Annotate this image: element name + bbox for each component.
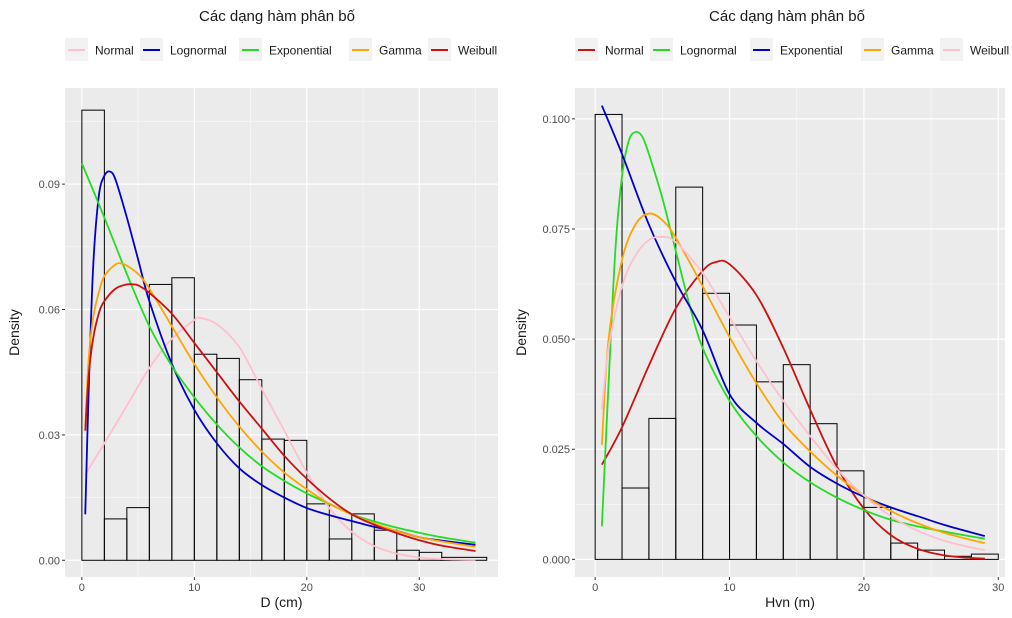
legend-item-normal: Normal (575, 38, 644, 61)
y-tick-label: 0.09 (39, 179, 60, 191)
panel-2: Các dạng hàm phân bố Normal Lognormal Expon… (513, 8, 1009, 610)
legend: Normal Lognormal Exponential Gamma Weibull (575, 38, 1009, 61)
plot-panel (65, 88, 498, 577)
density-curve-normal (84, 316, 476, 561)
legend-item-normal: Normal (65, 38, 134, 61)
legend-label: Exponential (780, 44, 843, 58)
legend-label: Weibull (458, 44, 497, 58)
density-curve-lognormal (84, 170, 476, 546)
x-tick-label: 20 (301, 582, 313, 594)
y-tick-label: 0.00 (39, 555, 60, 567)
x-tick-label: 30 (992, 582, 1004, 594)
histogram-bar (418, 551, 443, 561)
legend-label: Weibull (970, 44, 1009, 58)
x-tick-label: 10 (723, 582, 735, 594)
legend-item-gamma: Gamma (349, 38, 422, 61)
density-curve-exponential (601, 105, 986, 537)
legend-item-gamma: Gamma (861, 38, 934, 61)
y-tick-label: 0.075 (542, 224, 570, 236)
histogram-bar (283, 439, 308, 561)
x-axis-label: Hvn (m) (765, 594, 815, 610)
density-curve-gamma (600, 212, 986, 544)
y-tick-label: 0.06 (39, 305, 60, 317)
legend-item-weibull: Weibull (428, 38, 497, 61)
y-tick-label: 0.03 (39, 430, 60, 442)
legend-label: Normal (95, 44, 134, 58)
legend-label: Gamma (379, 44, 422, 58)
x-tick-label: 20 (858, 582, 870, 594)
chart-title: Các dạng hàm phân bố (199, 8, 356, 25)
density-curve-gamma (84, 262, 476, 548)
x-axis-label: D (cm) (261, 594, 303, 610)
plot-panel (575, 88, 1005, 577)
histogram-bar (594, 113, 623, 560)
legend-label: Lognormal (170, 44, 227, 58)
y-tick-label: 0.050 (542, 334, 570, 346)
histogram-bar (81, 109, 105, 561)
histogram-bar (970, 553, 999, 560)
y-tick-label: 0.025 (542, 444, 570, 456)
x-tick-label: 10 (188, 582, 200, 594)
y-axis-label: Density (6, 309, 22, 356)
legend: Normal Lognormal Exponential Gamma Weibull (65, 38, 497, 61)
y-tick-label: 0.100 (542, 114, 570, 126)
legend-label: Normal (605, 44, 644, 58)
legend-item-exponential: Exponential (750, 38, 843, 61)
x-tick-label: 0 (592, 582, 598, 594)
legend-item-weibull: Weibull (940, 38, 1009, 61)
histogram-bar (306, 503, 330, 561)
x-tick-label: 30 (413, 582, 425, 594)
legend-label: Lognormal (680, 44, 737, 58)
density-curve-normal (601, 259, 985, 560)
legend-label: Exponential (269, 44, 332, 58)
histogram (81, 109, 488, 561)
panel-1: Các dạng hàm phân bố Normal Lognormal Expon… (6, 8, 498, 610)
density-curve-lognormal (600, 130, 985, 540)
y-axis-label: Density (513, 309, 529, 356)
legend-item-lognormal: Lognormal (140, 38, 227, 61)
density-curve-exponential (81, 162, 476, 544)
legend-item-lognormal: Lognormal (650, 38, 737, 61)
density-curve-weibull (600, 235, 986, 552)
chart-title: Các dạng hàm phân bố (709, 8, 866, 25)
x-tick-label: 0 (79, 582, 85, 594)
density-curve-weibull (84, 283, 476, 552)
y-tick-label: 0.000 (542, 554, 570, 566)
legend-item-exponential: Exponential (239, 38, 332, 61)
legend-label: Gamma (891, 44, 934, 58)
